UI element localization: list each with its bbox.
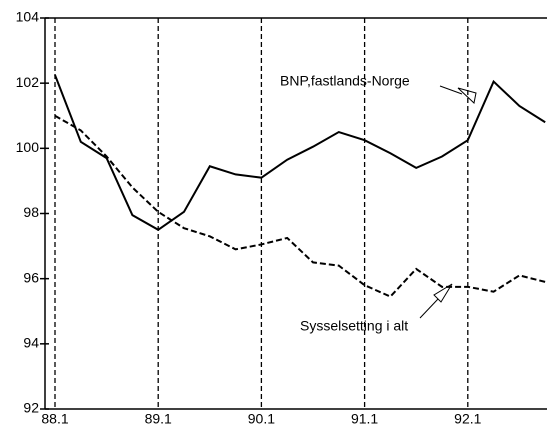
series-label: Sysselsetting i alt [300,318,408,334]
line-series [54,74,546,231]
arrow [433,283,453,303]
y-tick-label: 104 [16,9,40,25]
x-tick-label: 91.1 [351,411,378,426]
arrow-line [439,85,463,95]
y-tick-label: 100 [16,139,40,155]
x-tick-label: 88.1 [41,411,68,426]
arrow-line [419,298,439,319]
x-tick-label: 90.1 [248,411,275,426]
arrow [457,87,477,104]
y-tick-label: 98 [23,204,39,220]
y-tick-label: 96 [23,269,39,285]
y-tick-label: 102 [16,74,40,90]
x-tick-label: 92.1 [454,411,481,426]
series-label: BNP,fastlands-Norge [280,73,410,89]
x-tick-label: 89.1 [145,411,172,426]
y-tick-label: 92 [23,400,39,416]
y-tick-label: 94 [23,335,39,351]
line-series [54,114,546,298]
